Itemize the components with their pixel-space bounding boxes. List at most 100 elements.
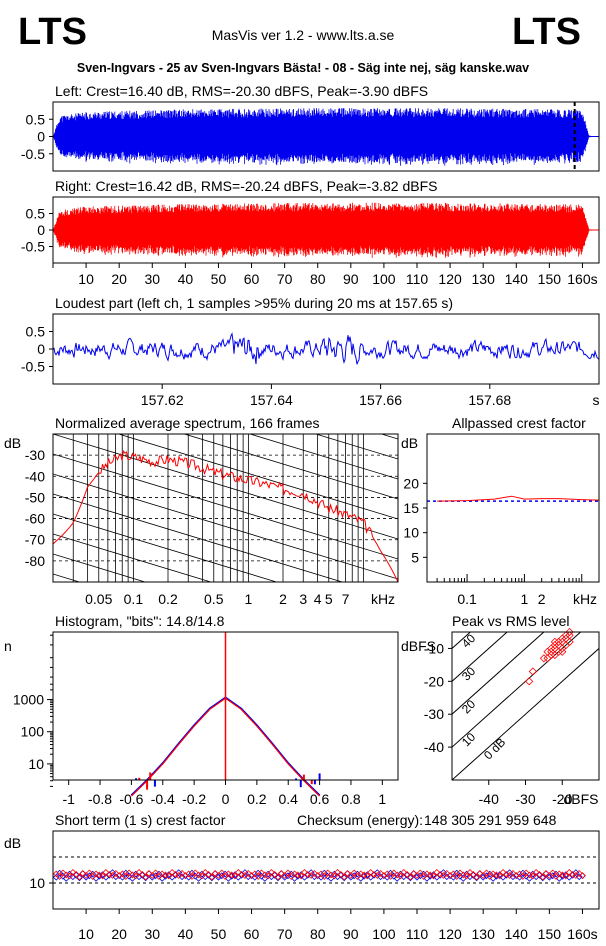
crest-point-right	[56, 873, 64, 880]
crest-point-right	[579, 872, 586, 879]
x-tick-label: 7	[342, 591, 350, 607]
x-tick-label: 140	[505, 926, 529, 942]
x-tick-label: -0.6	[119, 791, 143, 807]
y-tick-label: 15	[403, 500, 419, 516]
x-tick-label: -0.4	[151, 791, 175, 807]
y-tick-label: 5	[411, 549, 419, 565]
x-tick-label: -40	[479, 791, 499, 807]
x-tick-label: 120	[438, 926, 462, 942]
crest-point-right	[86, 869, 93, 877]
x-unit-label: kHz	[573, 591, 597, 607]
left-waveform-plot: 0.5 0-0.5	[21, 101, 600, 172]
loudest-trace	[52, 332, 600, 365]
spectrum-title: Normalized average spectrum, 166 frames	[55, 415, 320, 431]
crest-diagonal	[452, 632, 545, 715]
x-tick-label: 150	[538, 271, 562, 287]
crest-diagonal	[452, 632, 582, 748]
crest-point-right	[99, 872, 107, 880]
x-tick-label: 160s	[567, 271, 597, 287]
spectrum-ylabel: dB	[4, 435, 21, 451]
crest-point-right	[115, 872, 123, 879]
crest-point-left	[76, 874, 83, 882]
crest-diagonal	[452, 632, 508, 683]
crest-point-right	[406, 873, 414, 881]
x-tick-label: 120	[438, 271, 462, 287]
crest-ylabel: dB	[401, 435, 418, 451]
crest-point-left	[215, 873, 222, 881]
crest-point-right	[297, 872, 305, 880]
spectrum-frame	[52, 433, 399, 583]
histogram-title: Histogram, "bits": 14.8/14.8	[55, 613, 225, 629]
crest-point-right	[512, 872, 520, 879]
slope-line	[53, 434, 398, 540]
short-term-ylabel: dB	[4, 835, 21, 851]
crest-point-right	[314, 872, 322, 879]
crest-point-right	[562, 872, 570, 880]
y-tick-label: -10	[424, 640, 444, 656]
y-tick-label: 100	[21, 724, 45, 740]
slope-line	[53, 493, 344, 582]
x-tick-label: 30	[144, 926, 160, 942]
short-term-crest-title: Short term (1 s) crest factor	[55, 812, 226, 828]
y-tick-label: 10	[29, 875, 45, 891]
x-tick-label: 50	[211, 926, 227, 942]
crest-diagonal	[452, 647, 599, 780]
x-tick-label: -1	[62, 791, 75, 807]
slope-line	[314, 434, 398, 460]
y-tick-label: -30	[25, 447, 45, 463]
pvr-diagonals	[452, 632, 599, 780]
crest-point-right	[264, 872, 272, 880]
crest-point-right	[430, 872, 437, 880]
x-unit-label: dBFS	[563, 791, 598, 807]
x-tick-label: 140	[505, 271, 529, 287]
slope-line	[248, 434, 398, 480]
x-tick-label: 100	[372, 926, 396, 942]
y-tick-label: -60	[25, 511, 45, 527]
y-tick-label: 20	[403, 475, 419, 491]
x-tick-label: 0	[222, 791, 230, 807]
crest-point-right	[208, 873, 216, 881]
x-tick-label: 100	[372, 271, 396, 287]
crest-point-right	[188, 873, 196, 880]
crest-point-right	[463, 872, 471, 880]
crest-point-right	[529, 872, 537, 880]
x-tick-label: 0.4	[278, 791, 298, 807]
x-unit-label: s	[593, 392, 600, 408]
loudest-part-title: Loudest part (left ch, 1 samples >95% du…	[55, 295, 453, 311]
crest-point-right	[76, 873, 83, 881]
x-tick-label: 157.66	[359, 392, 402, 408]
rms-peak-point	[550, 637, 560, 646]
crest-point-left	[473, 874, 480, 882]
y-tick-label: 1000	[13, 692, 44, 708]
checksum-value: 148 305 291 959 648	[424, 812, 557, 828]
short-term-frame	[52, 830, 600, 910]
crest-point-right	[483, 869, 490, 877]
x-tick-label: 60	[244, 271, 260, 287]
crest-point-right	[519, 873, 527, 880]
x-tick-label: 1	[244, 591, 252, 607]
y-tick-label: -80	[25, 553, 45, 569]
rms-peak-point	[547, 647, 556, 656]
y-tick-label: 10	[403, 525, 419, 541]
x-tick-label: 110	[406, 271, 429, 287]
x-tick-label: 0.05	[85, 591, 112, 607]
x-tick-label: 5	[325, 591, 333, 607]
crest-point-right	[122, 873, 130, 880]
diagonal-label: 0 dB	[481, 735, 508, 762]
x-tick-label: 60	[244, 926, 260, 942]
crest-point-right	[320, 873, 328, 880]
x-tick-label: 0.2	[247, 791, 267, 807]
crest-point-left	[413, 873, 421, 881]
y-tick-label: -30	[424, 706, 444, 722]
x-tick-label: 50	[211, 271, 227, 287]
peak-rms-ylabel: dBFS	[401, 638, 436, 654]
app-title: MasVis ver 1.2 - www.lts.a.se	[212, 27, 395, 43]
x-tick-label: 150	[538, 926, 562, 942]
crest-point-left	[545, 873, 553, 881]
spectrum-trace	[53, 449, 398, 582]
rms-peak-point	[528, 667, 537, 676]
crest-point-left	[406, 874, 414, 882]
histogram-ylabel: n	[4, 638, 12, 654]
slope-line	[53, 274, 398, 379]
crest-point-right	[152, 869, 159, 877]
